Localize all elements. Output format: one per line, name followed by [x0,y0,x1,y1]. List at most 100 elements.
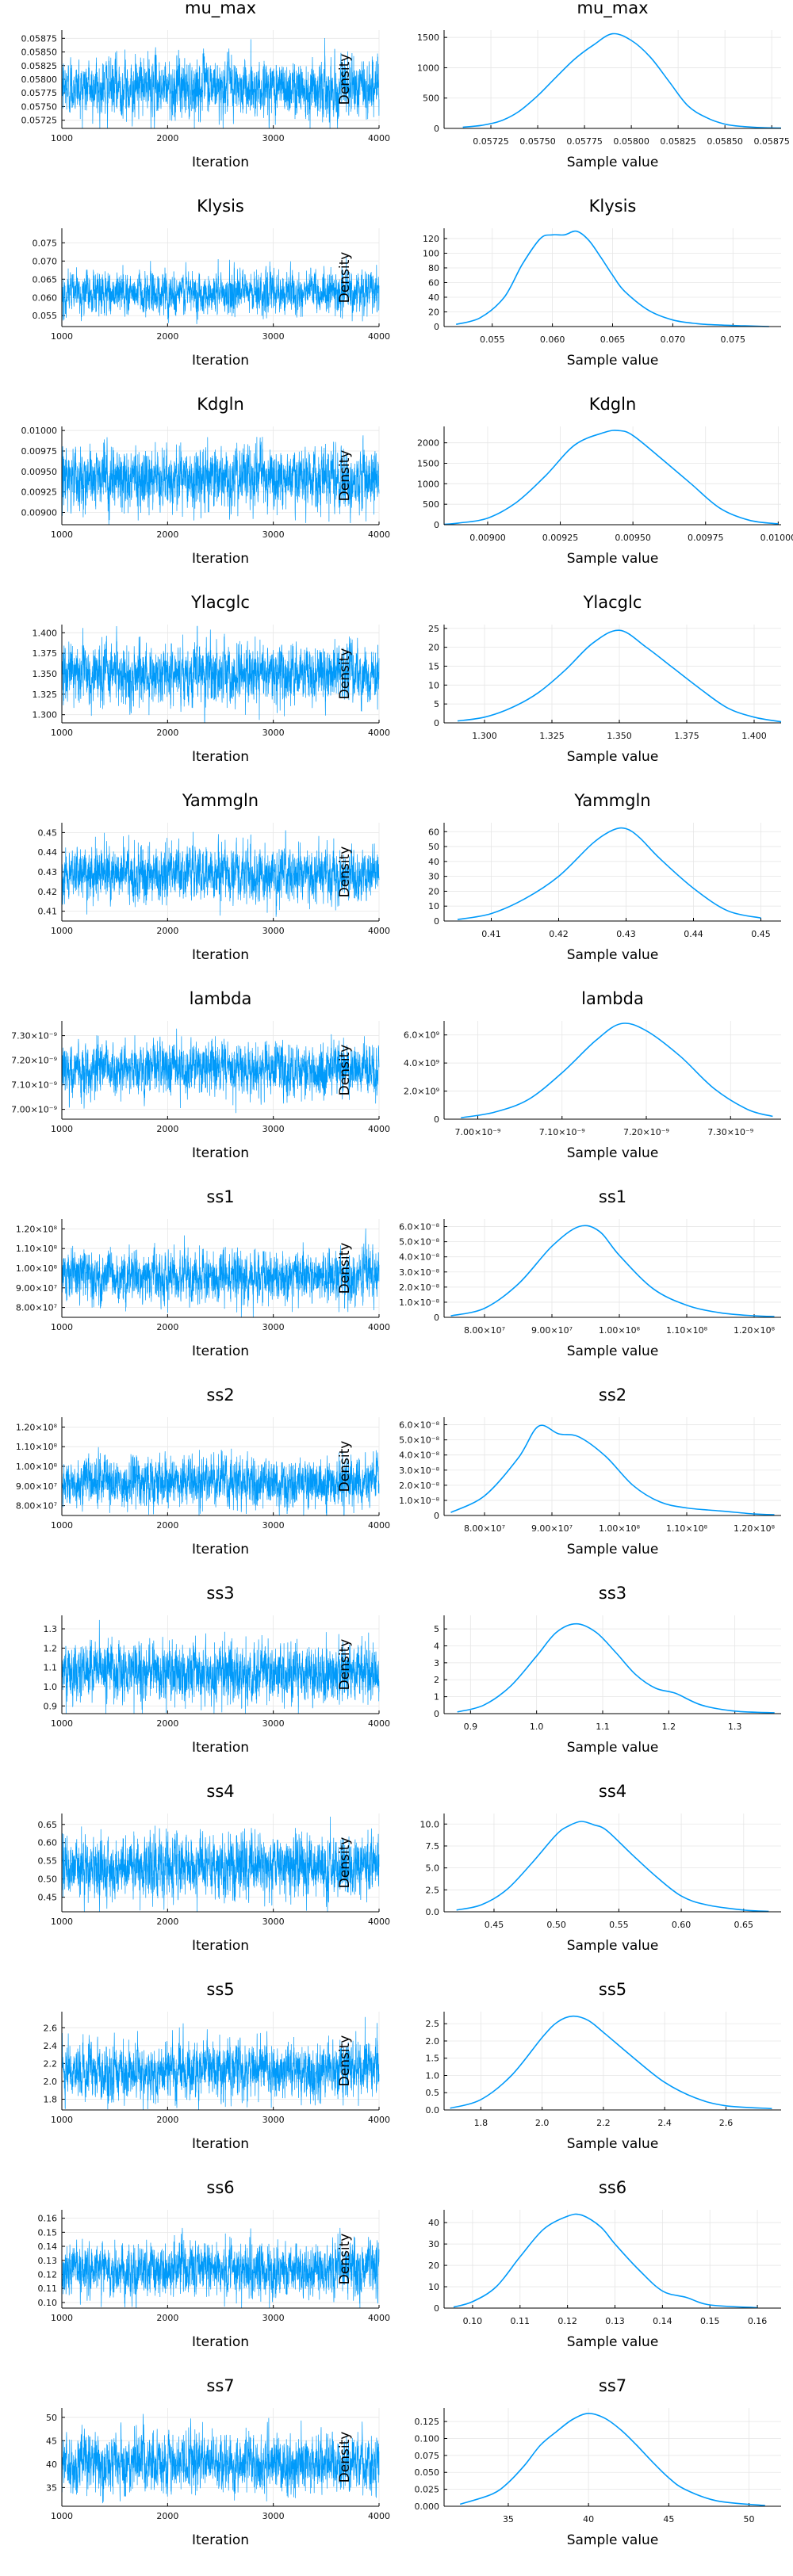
density-y-tick-label: 0.025 [415,2485,440,2495]
density-x-label: Sample value [567,155,659,170]
density-y-tick-label: 1500 [417,459,439,469]
trace-x-tick-label: 4000 [368,133,390,143]
density-y-tick-label: 3.0×10⁻⁸ [399,1466,440,1476]
trace-y-tick-label: 0.42 [38,887,58,897]
trace-title: mu_max [185,0,256,18]
density-y-tick-label: 0.0 [426,1907,440,1917]
trace-x-label: Iteration [192,353,249,369]
density-y-tick-label: 100 [423,248,439,258]
density-y-tick-label: 1.0×10⁻⁸ [399,1298,440,1308]
trace-y-tick-label: 0.00900 [21,508,58,518]
trace-x-tick-label: 2000 [156,1124,178,1134]
density-y-tick-label: 1.5 [426,2054,440,2064]
trace-x-tick-label: 2000 [156,926,178,936]
density-series-line [450,1424,775,1515]
density-y-tick-label: 1000 [417,479,439,489]
density-y-tick-label: 0 [434,1114,439,1125]
density-x-label: Sample value [567,353,659,369]
trace-y-tick-label: 0.45 [38,827,58,838]
trace-y-tick-label: 0.05750 [21,101,58,112]
trace-x-label: Iteration [192,1740,249,1756]
trace-x-tick-label: 3000 [262,1917,285,1927]
density-plot-ss3: ss3 0.9 1.0 1.1 1.2 1.3 0 1 2 3 4 5 Density Sample va… [337,1584,781,1756]
trace-y-tick-label: 0.05725 [21,116,58,126]
density-plot-ss6: ss6 0.10 0.11 0.12 0.13 0.14 0.15 0.16 0 10 20 30 40… [337,2178,781,2350]
density-x-tick-label: 0.50 [546,1920,566,1930]
density-x-tick-label: 0.9 [464,1722,478,1732]
density-y-tick-label: 3.0×10⁻⁸ [399,1267,440,1278]
trace-x-tick-label: 3000 [262,2511,285,2521]
trace-x-tick-label: 4000 [368,728,390,738]
density-x-tick-label: 1.8 [474,2118,488,2128]
density-y-tick-label: 2 [434,1675,439,1685]
trace-x-tick-label: 2000 [156,1718,178,1729]
density-x-tick-label: 0.05775 [566,136,603,147]
density-y-tick-label: 50 [428,842,439,852]
density-y-tick-label: 4.0×10⁹ [404,1058,439,1068]
trace-y-tick-label: 1.20×10⁸ [16,1422,58,1432]
density-x-tick-label: 1.375 [674,731,699,741]
trace-y-tick-label: 1.0 [44,1682,58,1692]
density-y-label: Density [337,847,353,898]
trace-title: Kdgln [197,395,244,414]
density-x-tick-label: 1.350 [607,731,632,741]
density-x-tick-label: 0.05800 [613,136,649,147]
density-series-line [457,629,782,723]
density-y-tick-label: 10 [428,680,439,690]
density-y-tick-label: 2.0×10⁹ [404,1087,439,1097]
density-y-label: Density [337,2432,353,2483]
trace-y-tick-label: 40 [46,2459,57,2470]
density-y-tick-label: 4 [434,1641,439,1651]
trace-y-tick-label: 2.0 [44,2077,58,2087]
density-x-tick-label: 1.400 [741,731,767,741]
trace-y-tick-label: 35 [46,2482,57,2493]
density-plot-Ylacglc: Ylacglc 1.300 1.325 1.350 1.375 1.400 0 5 10 15 20… [337,593,782,765]
density-plot-mu_max: mu_max 0.05725 0.05750 0.05775 0.05800 0.0582… [337,0,790,170]
density-x-tick-label: 8.00×10⁷ [464,1523,505,1534]
trace-y-tick-label: 0.075 [33,238,58,248]
trace-series-line [61,1816,380,1913]
density-x-tick-label: 40 [583,2514,594,2524]
density-series-line [457,827,761,920]
density-x-tick-label: 1.3 [728,1722,742,1732]
trace-y-tick-label: 0.01000 [21,426,58,436]
density-y-tick-label: 2.0 [426,2036,440,2047]
density-x-tick-label: 0.060 [540,334,565,345]
trace-series-line [61,257,380,324]
trace-x-tick-label: 2000 [156,2511,178,2521]
trace-x-tick-label: 4000 [368,1520,390,1531]
density-x-tick-label: 0.075 [721,334,746,345]
density-y-tick-label: 30 [428,872,439,882]
density-x-tick-label: 0.45 [751,929,771,939]
trace-series-line [61,1619,380,1714]
trace-series-line [61,2414,380,2504]
trace-x-label: Iteration [192,947,249,963]
density-x-tick-label: 1.1 [596,1722,610,1732]
trace-series-line [61,1028,380,1114]
density-x-tick-label: 1.00×10⁸ [599,1523,641,1534]
trace-y-tick-label: 1.10×10⁸ [16,1244,58,1254]
trace-x-tick-label: 1000 [51,1718,73,1729]
trace-y-tick-label: 0.00975 [21,446,58,457]
density-x-label: Sample value [567,2334,659,2350]
trace-y-tick-label: 0.070 [33,256,58,266]
density-x-label: Sample value [567,2136,659,2152]
trace-y-tick-label: 0.50 [38,1875,58,1885]
trace-y-tick-label: 0.41 [38,907,58,917]
trace-y-tick-label: 2.4 [44,2041,58,2051]
trace-x-tick-label: 2000 [156,2115,178,2125]
density-y-label: Density [337,2035,353,2087]
density-y-tick-label: 20 [428,643,439,653]
density-y-label: Density [337,1837,353,1889]
density-y-tick-label: 60 [428,277,439,288]
density-y-tick-label: 0 [434,520,439,530]
density-plot-ss5: ss5 1.8 2.0 2.2 2.4 2.6 0.0 0.5 1.0 1.5 2.0 2.5 Dens… [337,1980,781,2152]
density-y-tick-label: 7.5 [426,1841,440,1852]
trace-y-tick-label: 1.1 [44,1663,58,1673]
trace-x-tick-label: 2000 [156,133,178,143]
trace-x-tick-label: 1000 [51,926,73,936]
density-x-tick-label: 35 [503,2514,514,2524]
density-x-tick-label: 2.6 [719,2118,734,2128]
density-x-tick-label: 9.00×10⁷ [531,1325,573,1336]
